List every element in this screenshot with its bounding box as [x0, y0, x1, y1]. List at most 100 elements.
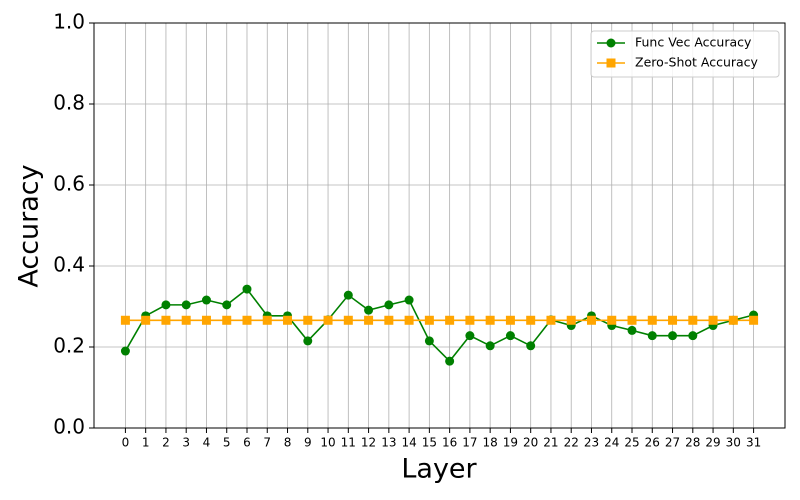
x-tick-label: 29 — [705, 436, 720, 450]
data-point — [445, 315, 455, 325]
data-point — [181, 315, 191, 325]
y-tick-label: 0.2 — [53, 334, 85, 358]
data-point — [262, 315, 272, 325]
x-tick-label: 2 — [162, 436, 170, 450]
data-point — [242, 284, 252, 294]
x-tick-label: 11 — [341, 436, 356, 450]
x-tick-label: 21 — [543, 436, 558, 450]
data-point — [708, 315, 718, 325]
data-point — [526, 341, 536, 351]
data-point — [465, 331, 475, 341]
plot-frame — [93, 22, 786, 429]
data-point — [627, 315, 637, 325]
data-point — [120, 315, 130, 325]
data-point — [120, 346, 130, 356]
series-line — [124, 287, 754, 363]
data-point — [242, 315, 252, 325]
data-point — [485, 315, 495, 325]
x-tick-label: 5 — [223, 436, 231, 450]
data-point — [485, 341, 495, 351]
data-point — [668, 331, 678, 341]
data-point — [283, 315, 293, 325]
data-point — [364, 305, 374, 315]
data-point — [343, 290, 353, 300]
legend-box — [590, 30, 780, 78]
legend-marker — [606, 58, 616, 68]
x-tick-label: 26 — [645, 436, 660, 450]
y-tick-label: 1.0 — [53, 10, 85, 34]
data-point — [404, 295, 414, 305]
x-tick-label: 4 — [203, 436, 211, 450]
data-point — [222, 315, 232, 325]
data-point — [647, 331, 657, 341]
data-point — [384, 300, 394, 310]
x-tick-label: 19 — [503, 436, 518, 450]
data-point — [688, 315, 698, 325]
x-tick-label: 23 — [584, 436, 599, 450]
data-point — [343, 315, 353, 325]
legend-marker — [606, 38, 616, 48]
x-tick-label: 31 — [746, 436, 761, 450]
data-point — [668, 315, 678, 325]
y-tick-label: 0.4 — [53, 253, 85, 277]
x-tick-label: 20 — [523, 436, 538, 450]
data-point — [586, 315, 596, 325]
data-point — [404, 315, 414, 325]
data-point — [181, 300, 191, 310]
x-tick-label: 14 — [401, 436, 416, 450]
x-tick-label: 27 — [665, 436, 680, 450]
x-tick-label: 6 — [243, 436, 251, 450]
data-point — [526, 315, 536, 325]
x-tick-label: 28 — [685, 436, 700, 450]
data-point — [424, 315, 434, 325]
data-point — [201, 315, 211, 325]
data-point — [566, 315, 576, 325]
data-point — [728, 315, 738, 325]
data-point — [384, 315, 394, 325]
x-tick-label: 22 — [564, 436, 579, 450]
data-point — [141, 315, 151, 325]
y-tick-label: 0.8 — [53, 91, 85, 115]
data-point — [749, 315, 759, 325]
x-tick-label: 17 — [462, 436, 477, 450]
data-point — [222, 300, 232, 310]
data-point — [201, 295, 211, 305]
x-tick-label: 3 — [182, 436, 190, 450]
x-tick-label: 10 — [320, 436, 335, 450]
data-point — [607, 315, 617, 325]
data-point — [688, 331, 698, 341]
x-axis-label: Layer — [401, 454, 477, 485]
x-tick-label: 9 — [304, 436, 312, 450]
x-tick-label: 1 — [142, 436, 150, 450]
x-tick-label: 12 — [361, 436, 376, 450]
x-tick-label: 30 — [726, 436, 741, 450]
y-axis-label: Accuracy — [14, 164, 45, 287]
data-point — [627, 325, 637, 335]
x-tick-label: 15 — [422, 436, 437, 450]
data-point — [647, 315, 657, 325]
data-point — [465, 315, 475, 325]
data-point — [161, 315, 171, 325]
legend-label: Func Vec Accuracy — [635, 35, 752, 50]
legend-label: Zero-Shot Accuracy — [635, 55, 759, 70]
data-point — [303, 336, 313, 346]
x-tick-label: 18 — [483, 436, 498, 450]
y-tick-label: 0.6 — [53, 172, 85, 196]
data-point — [364, 315, 374, 325]
data-point — [303, 315, 313, 325]
x-tick-label: 8 — [284, 436, 292, 450]
y-tick-label: 0.0 — [53, 415, 85, 439]
data-point — [546, 315, 556, 325]
x-tick-label: 7 — [263, 436, 271, 450]
x-tick-label: 24 — [604, 436, 619, 450]
data-point — [445, 356, 455, 366]
x-tick-label: 13 — [381, 436, 396, 450]
data-point — [424, 336, 434, 346]
data-point — [505, 315, 515, 325]
x-tick-label: 16 — [442, 436, 457, 450]
data-point — [505, 331, 515, 341]
data-point — [323, 315, 333, 325]
x-tick-label: 25 — [624, 436, 639, 450]
